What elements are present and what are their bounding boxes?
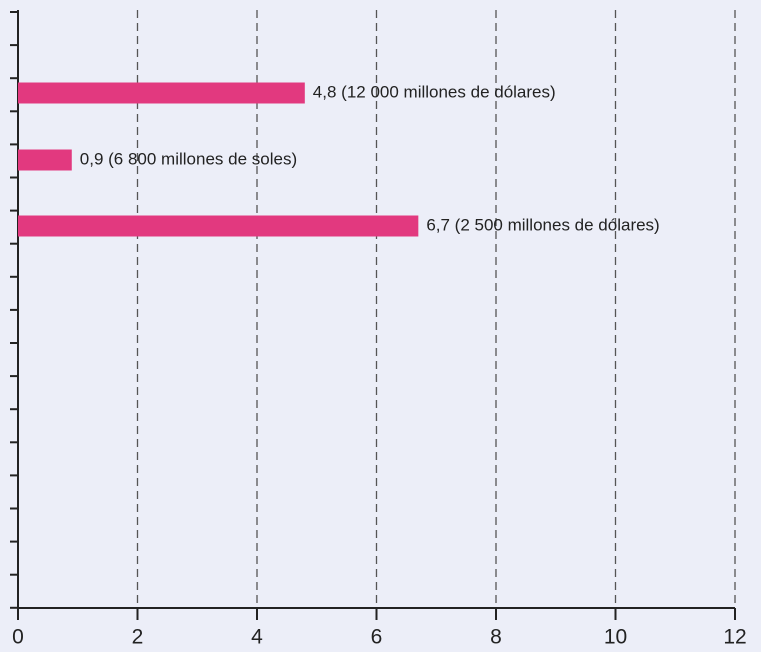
value-label: 6,7 (2 500 millones de dólares) bbox=[426, 215, 659, 234]
value-label: 0,9 (6 800 millones de soles) bbox=[80, 149, 297, 168]
x-tick-label: 4 bbox=[251, 626, 263, 649]
x-tick-label: 6 bbox=[371, 626, 383, 649]
y-axis bbox=[10, 10, 19, 609]
bar bbox=[18, 82, 305, 104]
x-tick-label: 10 bbox=[604, 626, 627, 649]
x-tick-label: 8 bbox=[490, 626, 502, 649]
value-label: 4,8 (12 000 millones de dólares) bbox=[313, 82, 556, 101]
x-tick-label: 2 bbox=[132, 626, 144, 649]
x-tick-label: 0 bbox=[12, 626, 24, 649]
bar bbox=[18, 215, 419, 237]
x-tick-label: 12 bbox=[723, 626, 746, 649]
bar bbox=[18, 149, 72, 171]
